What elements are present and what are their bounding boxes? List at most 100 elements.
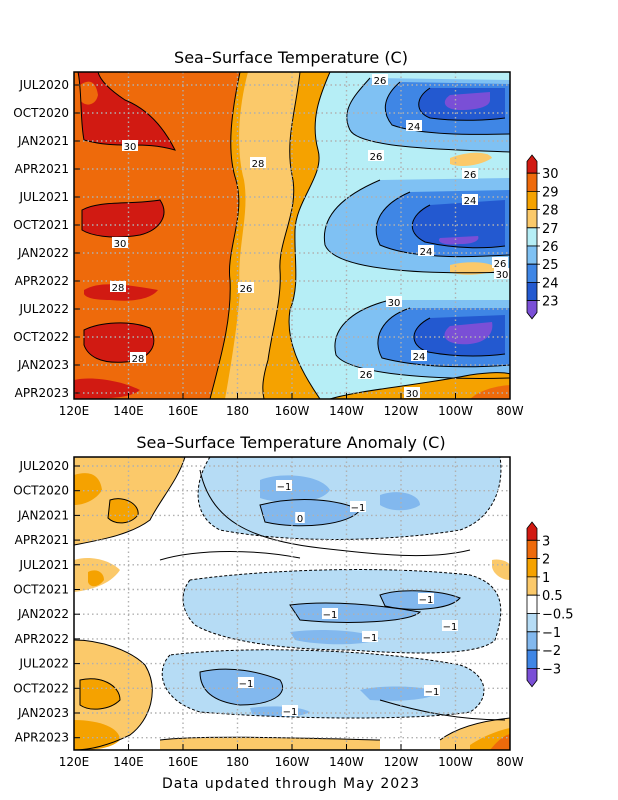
x-tick-label: 160W xyxy=(275,404,310,418)
x-tick-label: 120E xyxy=(59,404,90,418)
colorbar-swatch xyxy=(526,209,538,229)
svg-text:26: 26 xyxy=(494,259,507,270)
contour-label: 30 xyxy=(386,296,402,309)
svg-text:30: 30 xyxy=(406,389,419,400)
x-tick-label: 160E xyxy=(168,755,199,769)
x-tick-label: 160E xyxy=(168,404,199,418)
colorbar-label: −3 xyxy=(542,662,561,677)
colorbar-label: −1 xyxy=(542,626,561,641)
contour-label: 24 xyxy=(411,350,427,363)
x-tick-label: 120E xyxy=(59,755,90,769)
sst-gridlines xyxy=(74,72,510,399)
svg-text:26: 26 xyxy=(360,370,373,381)
colorbar-swatch xyxy=(526,282,538,301)
y-tick-label: APR2021 xyxy=(15,162,69,176)
y-tick-label: JUL2020 xyxy=(18,78,69,92)
svg-text:0: 0 xyxy=(297,514,303,525)
contour-label: −1 xyxy=(276,480,292,493)
sst-band-29 xyxy=(74,72,240,399)
contour-label: −1 xyxy=(282,705,298,718)
colorbar-swatch xyxy=(526,539,538,559)
y-tick-label: OCT2020 xyxy=(13,106,69,120)
sst-colorbar: 30 29 28 27 26 25 24 23 xyxy=(526,154,559,320)
y-tick-label: APR2021 xyxy=(15,533,69,547)
svg-text:−1: −1 xyxy=(425,687,440,698)
x-tick-label: 120W xyxy=(384,404,419,418)
svg-text:30: 30 xyxy=(124,142,137,153)
contour-label: 24 xyxy=(462,194,478,207)
contour-label: 30 xyxy=(404,387,420,400)
y-tick-label: JUL2021 xyxy=(18,190,69,204)
contour-label: 30 xyxy=(494,268,510,281)
svg-text:24: 24 xyxy=(464,196,477,207)
colorbar-swatch xyxy=(526,613,538,633)
contour-label: 24 xyxy=(418,245,434,258)
colorbar-label: 30 xyxy=(542,167,559,182)
y-tick-label: JAN2021 xyxy=(17,134,69,148)
contour-label: −1 xyxy=(418,593,434,606)
y-tick-label: APR2023 xyxy=(15,386,69,400)
colorbar-swatch xyxy=(526,191,538,210)
svg-text:30: 30 xyxy=(114,239,127,250)
colorbar-swatch xyxy=(526,631,538,651)
contour-label: 28 xyxy=(250,157,266,170)
svg-text:26: 26 xyxy=(464,170,477,181)
colorbar-swatch xyxy=(526,521,538,541)
x-tick-label: 140E xyxy=(113,404,144,418)
colorbar-label: −0.5 xyxy=(542,608,574,623)
contour-label: −1 xyxy=(238,677,254,690)
svg-text:24: 24 xyxy=(420,247,433,258)
anomaly-x-ticks: 120E 140E 160E 180 160W 140W 120W 100W 80W xyxy=(59,744,524,769)
contour-label: 26 xyxy=(372,74,388,87)
svg-text:28: 28 xyxy=(112,283,125,294)
colorbar-swatch xyxy=(526,227,538,247)
contour-label: −1 xyxy=(322,608,338,621)
y-tick-label: JAN2023 xyxy=(17,358,69,372)
colorbar-swatch xyxy=(526,172,538,192)
colorbar-label: 2 xyxy=(542,553,550,568)
y-tick-label: JUL2020 xyxy=(18,459,69,473)
sst-band-23 xyxy=(444,92,490,110)
svg-text:−1: −1 xyxy=(443,622,458,633)
x-tick-label: 180 xyxy=(226,404,249,418)
x-tick-label: 180 xyxy=(226,755,249,769)
contour-label: −1 xyxy=(442,620,458,633)
svg-text:−1: −1 xyxy=(363,633,378,644)
y-tick-label: OCT2021 xyxy=(13,583,69,597)
x-tick-label: 100W xyxy=(438,404,473,418)
anomaly-title: Sea–Surface Temperature Anomaly (C) xyxy=(136,433,445,452)
x-tick-label: 100W xyxy=(438,755,473,769)
colorbar-swatch xyxy=(526,576,538,596)
svg-text:−1: −1 xyxy=(323,610,338,621)
y-tick-label: APR2022 xyxy=(15,632,69,646)
colorbar-label: 3 xyxy=(542,534,550,549)
colorbar-swatch xyxy=(526,300,538,320)
colorbar-label: 27 xyxy=(542,222,559,237)
anomaly-colorbar: 3 2 1 0.5 −0.5 −1 −2 −3 xyxy=(526,521,574,688)
x-tick-label: 160W xyxy=(275,755,310,769)
footer-note: Data updated through May 2023 xyxy=(162,776,420,792)
x-tick-label: 80W xyxy=(496,404,523,418)
colorbar-swatch xyxy=(526,263,538,283)
y-tick-label: OCT2022 xyxy=(13,681,69,695)
y-tick-label: JUL2021 xyxy=(18,558,69,572)
anomaly-y-ticks: JUL2020 OCT2020 JAN2021 APR2021 JUL2021 OCT20… xyxy=(13,459,80,745)
contour-label: 26 xyxy=(462,168,478,181)
contour-label: 26 xyxy=(368,150,384,163)
colorbar-label: 28 xyxy=(542,204,559,219)
contour-label: −1 xyxy=(362,631,378,644)
colorbar-swatch xyxy=(526,154,538,174)
contour-label: 28 xyxy=(110,281,126,294)
contour-label: 26 xyxy=(358,368,374,381)
y-tick-label: OCT2022 xyxy=(13,330,69,344)
y-tick-label: JAN2023 xyxy=(17,706,69,720)
contour-label: 28 xyxy=(130,352,146,365)
svg-text:−1: −1 xyxy=(283,707,298,718)
svg-text:28: 28 xyxy=(252,159,265,170)
y-tick-label: JUL2022 xyxy=(18,657,69,671)
anomaly-band-1 xyxy=(74,473,102,505)
svg-text:30: 30 xyxy=(388,298,401,309)
contour-label: 26 xyxy=(492,257,508,270)
colorbar-label: 23 xyxy=(542,295,559,310)
